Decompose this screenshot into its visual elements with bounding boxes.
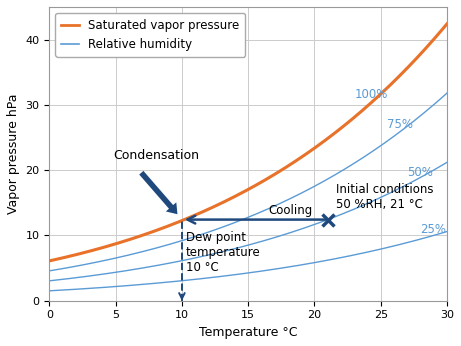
Line: Relative humidity: Relative humidity	[49, 24, 447, 261]
Text: Condensation: Condensation	[113, 149, 199, 162]
Y-axis label: Vapor pressure hPa: Vapor pressure hPa	[7, 94, 20, 214]
Relative humidity	[336, 128, 341, 132]
Saturated vapor pressure	[334, 130, 339, 134]
Relative humidity	[47, 259, 52, 263]
Relative humidity	[95, 247, 100, 251]
X-axis label: Temperature °C: Temperature °C	[199, 326, 297, 339]
Text: 75%: 75%	[387, 118, 414, 131]
Relative humidity	[176, 220, 182, 224]
Saturated vapor pressure	[297, 156, 302, 161]
Saturated vapor pressure	[95, 247, 100, 251]
Text: 50%: 50%	[407, 166, 433, 179]
Relative humidity	[444, 22, 450, 26]
Text: 100%: 100%	[354, 88, 388, 101]
Relative humidity	[204, 208, 210, 212]
Text: Dew point
temperature
10 °C: Dew point temperature 10 °C	[186, 231, 260, 274]
Saturated vapor pressure	[204, 208, 210, 212]
Legend: Saturated vapor pressure, Relative humidity: Saturated vapor pressure, Relative humid…	[55, 13, 245, 56]
Text: 25%: 25%	[420, 223, 447, 236]
Saturated vapor pressure	[444, 22, 450, 26]
Saturated vapor pressure	[336, 128, 341, 132]
Text: Cooling: Cooling	[268, 204, 313, 217]
Text: Initial conditions
50 %RH, 21 °C: Initial conditions 50 %RH, 21 °C	[336, 183, 433, 211]
Saturated vapor pressure	[176, 220, 182, 224]
Saturated vapor pressure	[47, 259, 52, 263]
Relative humidity	[297, 156, 302, 161]
Line: Saturated vapor pressure: Saturated vapor pressure	[49, 24, 447, 261]
Relative humidity	[334, 130, 339, 134]
